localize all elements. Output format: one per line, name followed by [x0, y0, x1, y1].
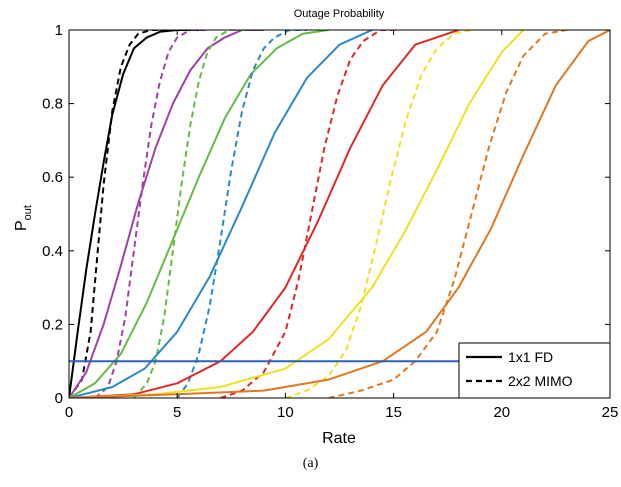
series-line-14-dashed	[328, 30, 567, 398]
legend-box	[458, 342, 611, 399]
y-tick-label: 0.4	[42, 243, 63, 260]
series-line-4-dashed	[94, 30, 208, 398]
x-tick-label: 25	[602, 404, 619, 421]
x-tick-label: 20	[493, 404, 510, 421]
legend-label-2x2-mimo: 2x2 MIMO	[508, 373, 573, 389]
plot-area-frame	[68, 29, 611, 399]
series-line-3-solid	[69, 30, 264, 398]
series-line-13-solid	[69, 30, 610, 398]
series-line-5-solid	[69, 30, 329, 398]
series-line-7-solid	[69, 30, 373, 398]
series-line-2-dashed	[69, 30, 167, 398]
series-line-8-dashed	[176, 30, 307, 398]
series-line-1-solid	[69, 30, 199, 398]
series-line-9-solid	[69, 30, 459, 398]
legend: 1x1 FD 2x2 MIMO	[458, 342, 611, 399]
series-line-10-dashed	[220, 30, 398, 398]
legend-label-1x1-fd: 1x1 FD	[508, 349, 553, 365]
series-line-12-dashed	[285, 30, 472, 398]
y-axis-label: Pout	[13, 205, 34, 231]
x-axis-label: Rate	[322, 430, 356, 447]
x-tick-label: 0	[65, 404, 73, 421]
axis-ticks: 0 5 10 15 20 25 0 0.2 0.4 0.6 0.8 1	[42, 22, 618, 421]
series-line-6-dashed	[133, 30, 247, 398]
x-tick-label: 15	[385, 404, 402, 421]
chart-title: Outage Probability	[294, 8, 385, 20]
series-line-11-solid	[69, 30, 525, 398]
y-tick-label: 0	[55, 390, 63, 407]
y-axis-label-subscript: out	[22, 205, 34, 220]
y-tick-label: 0.8	[42, 96, 63, 113]
series-layer	[69, 30, 610, 398]
x-tick-label: 10	[277, 404, 294, 421]
y-tick-label: 1	[55, 22, 63, 39]
y-axis-label-main: P	[13, 220, 30, 231]
figure-caption: (a)	[302, 456, 319, 471]
x-tick-label: 5	[173, 404, 181, 421]
y-tick-label: 0.6	[42, 169, 63, 186]
y-tick-label: 0.2	[42, 316, 63, 333]
